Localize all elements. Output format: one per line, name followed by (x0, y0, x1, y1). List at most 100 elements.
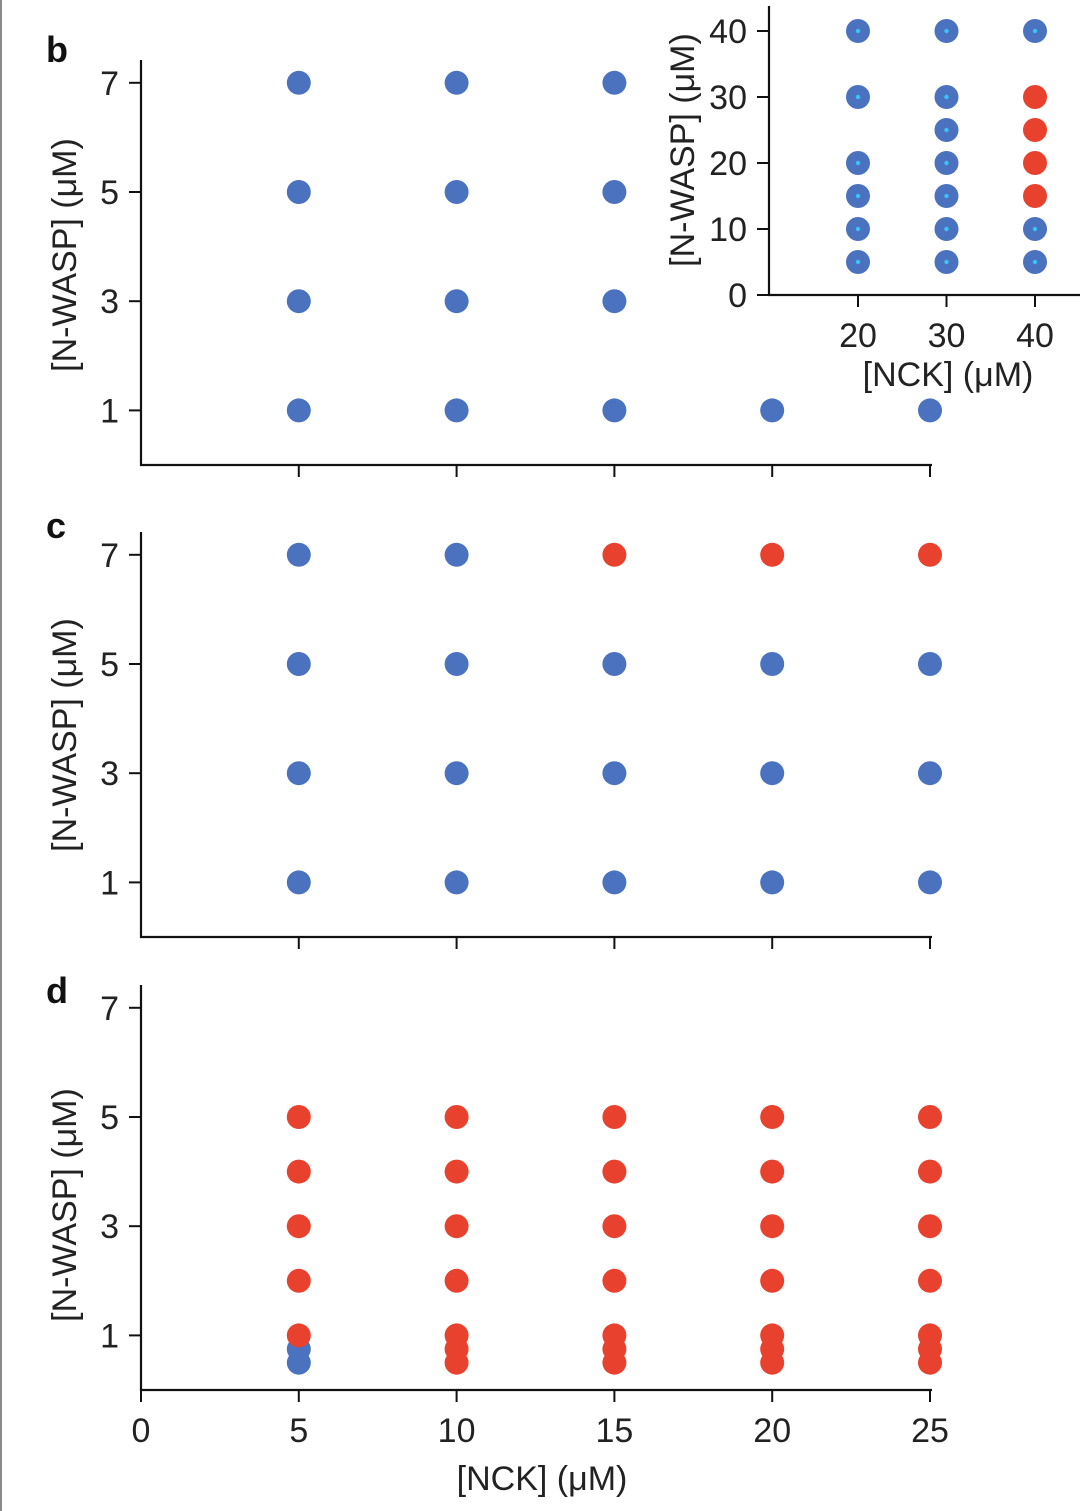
data-point-red (760, 1159, 785, 1184)
y-tick-label: 20 (709, 145, 747, 183)
data-point-blue (602, 870, 627, 895)
data-point-red (760, 542, 785, 567)
y-tick-label: 5 (100, 174, 119, 212)
x-tick-label: 15 (595, 1412, 633, 1450)
y-tick-label: 3 (100, 1208, 119, 1246)
data-point-center-dot (1032, 226, 1038, 232)
data-point-blue (286, 761, 311, 786)
panel-c: c 1 3 5 7 [N-WASP] (μM) (46, 505, 942, 949)
data-point-blue (444, 289, 469, 314)
data-point-blue (602, 289, 627, 314)
data-point-red (602, 1323, 627, 1348)
data-point-red (286, 1323, 311, 1348)
y-tick-label: 10 (709, 211, 747, 249)
x-tick-label: 40 (1016, 317, 1054, 355)
y-tick-label: 5 (100, 1099, 119, 1137)
y-axis-title: [N-WASP] (μM) (664, 33, 702, 267)
y-tick-label: 40 (709, 13, 747, 51)
data-point-center-dot (944, 94, 949, 100)
data-point-blue (602, 761, 627, 786)
data-point-center-dot (855, 94, 861, 100)
x-axis-title: [NCK] (μM) (457, 1460, 628, 1498)
data-point-red (602, 1214, 627, 1239)
data-point-blue (602, 180, 627, 204)
data-point-center-dot (944, 28, 949, 34)
data-point-red (602, 1159, 627, 1184)
data-point-red (918, 1323, 942, 1348)
y-tick-label: 1 (100, 864, 119, 902)
data-point-blue (444, 70, 469, 95)
data-point-red (444, 1323, 469, 1348)
x-tick-label: 25 (911, 1412, 949, 1450)
data-point-center-dot (855, 259, 861, 265)
y-tick-label: 1 (100, 1317, 119, 1355)
data-point-center-dot (855, 28, 861, 34)
data-point-red (760, 1105, 785, 1129)
x-tick-label: 20 (839, 317, 877, 355)
data-point-red (444, 1159, 469, 1184)
data-point-red (602, 1105, 627, 1129)
data-point-red (918, 1268, 942, 1293)
y-axis-title: [N-WASP] (μM) (46, 618, 84, 852)
data-point-blue (444, 542, 469, 567)
data-point-red (286, 1159, 311, 1184)
data-point-blue (444, 180, 469, 204)
data-point-blue (286, 289, 311, 314)
data-point-blue (444, 761, 469, 786)
data-point-center-dot (1032, 28, 1038, 34)
panel-label: d (46, 970, 68, 1011)
data-point-blue (286, 180, 311, 204)
data-point-red (602, 1268, 627, 1293)
data-point-blue (286, 70, 311, 95)
data-point-red (760, 1214, 785, 1239)
data-point-blue (602, 398, 627, 423)
y-tick-label: 7 (100, 537, 119, 575)
data-point-blue (760, 870, 785, 895)
y-axis-title: [N-WASP] (μM) (46, 138, 84, 372)
data-point-red (286, 1105, 311, 1129)
y-tick-label: 5 (100, 646, 119, 684)
data-point-red (602, 542, 627, 567)
data-point-blue (760, 652, 785, 676)
data-point-blue (918, 398, 942, 423)
data-point-red (444, 1214, 469, 1239)
data-point-blue (444, 398, 469, 423)
panel-d: d 1 3 5 7 0 5 10 15 20 25 [N-WASP] (μM) [NCK] (μM) (46, 970, 949, 1498)
data-point-red (918, 1105, 942, 1129)
data-point-blue (760, 761, 785, 786)
x-tick-label: 20 (753, 1412, 791, 1450)
data-point-red (918, 1159, 942, 1184)
data-point-red (286, 1268, 311, 1293)
y-tick-label: 7 (100, 65, 119, 103)
data-point-blue (286, 870, 311, 895)
y-axis-title: [N-WASP] (μM) (46, 1088, 84, 1322)
data-point-red (760, 1323, 785, 1348)
data-point-red (286, 1214, 311, 1239)
data-point-blue (602, 70, 627, 95)
x-axis-title: [NCK] (μM) (863, 356, 1034, 394)
y-tick-label: 0 (728, 277, 747, 315)
y-tick-label: 30 (709, 79, 747, 117)
panel-label: c (46, 505, 66, 546)
x-tick-label: 30 (928, 317, 966, 355)
x-tick-label: 0 (132, 1412, 151, 1450)
panel-label: b (46, 29, 68, 70)
data-point-center-dot (1032, 259, 1038, 265)
data-point-red (1023, 118, 1047, 142)
left-border (0, 0, 2, 1511)
data-point-blue (760, 398, 785, 423)
data-point-center-dot (944, 127, 949, 133)
data-point-center-dot (944, 226, 949, 232)
data-point-blue (918, 761, 942, 786)
data-point-center-dot (855, 193, 861, 199)
data-point-blue (286, 542, 311, 567)
data-point-blue (286, 652, 311, 676)
y-tick-label: 3 (100, 755, 119, 793)
data-point-red (444, 1268, 469, 1293)
data-point-red (760, 1268, 785, 1293)
x-tick-label: 10 (438, 1412, 476, 1450)
data-point-red (1023, 85, 1047, 109)
panel-b: b 1 3 5 7 [N-WASP] (μM) (46, 29, 942, 477)
y-tick-label: 3 (100, 283, 119, 321)
